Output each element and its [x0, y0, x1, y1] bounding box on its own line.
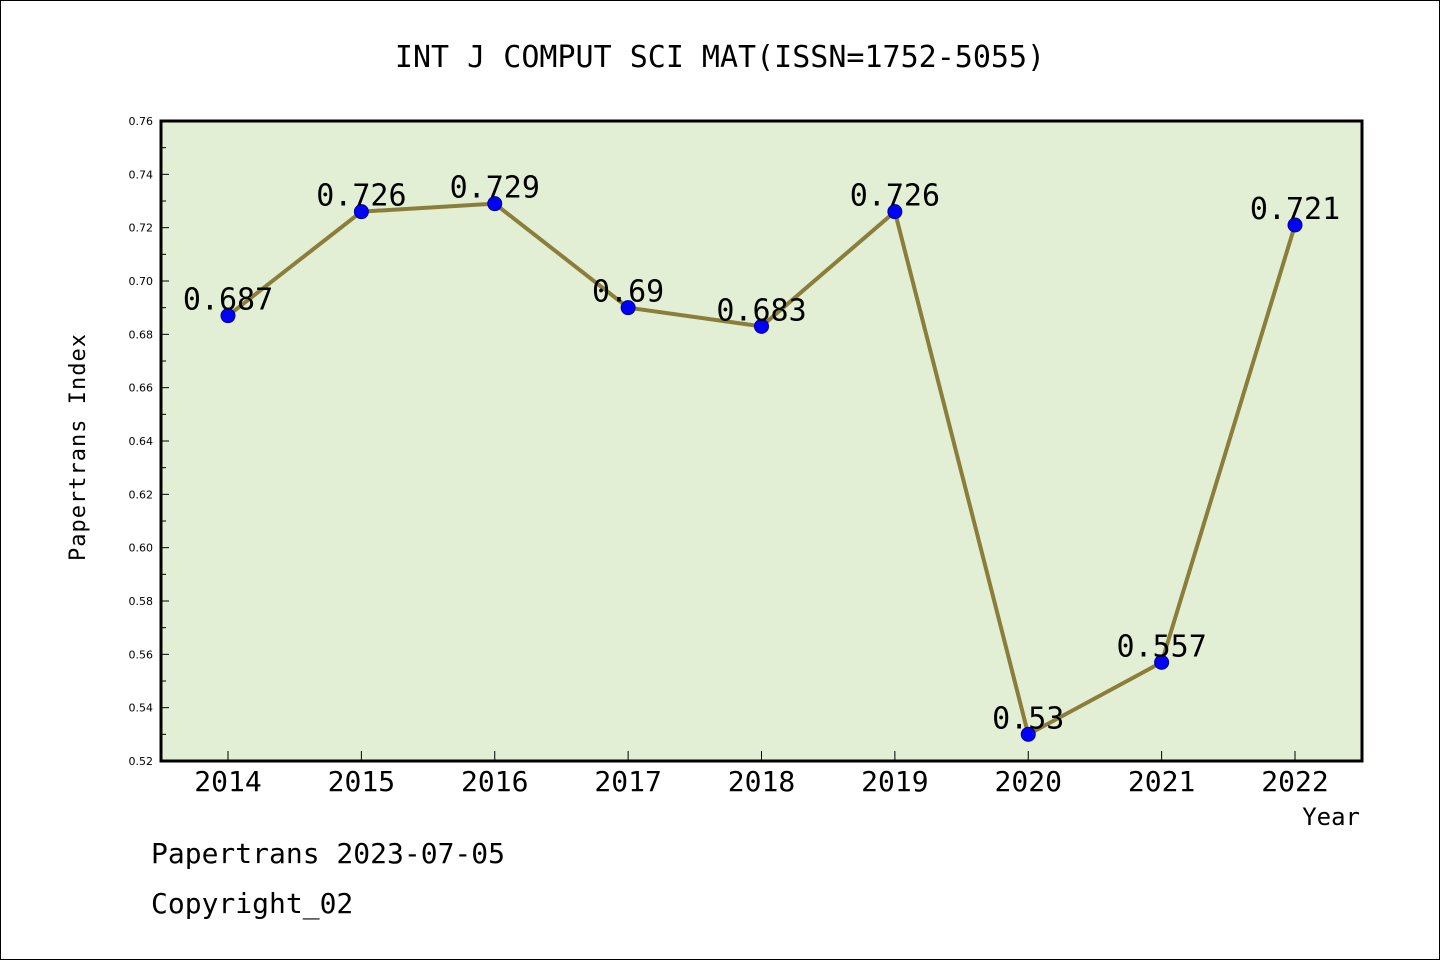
- data-point: [754, 318, 769, 334]
- data-point: [1287, 217, 1303, 233]
- data-label: 0.726: [850, 179, 940, 214]
- y-tick-label: 0.56: [129, 648, 154, 661]
- y-tick-label: 0.66: [129, 382, 154, 395]
- y-tick-label: 0.76: [129, 115, 154, 128]
- data-label: 0.721: [1250, 192, 1340, 227]
- x-tick-label: 2015: [328, 765, 395, 798]
- data-point: [1020, 726, 1036, 742]
- y-tick-label: 0.70: [129, 275, 154, 288]
- chart-title: INT J COMPUT SCI MAT(ISSN=1752-5055): [395, 40, 1045, 75]
- data-point: [487, 196, 503, 212]
- y-tick-label: 0.60: [129, 542, 154, 555]
- data-label: 0.729: [450, 171, 540, 206]
- plot-area: [159, 119, 1364, 763]
- data-label: 0.557: [1116, 629, 1206, 664]
- data-label: 0.69: [592, 275, 664, 310]
- y-tick-label: 0.64: [129, 435, 154, 448]
- y-tick-label: 0.58: [129, 595, 154, 608]
- x-tick-label: 2018: [728, 765, 795, 798]
- y-tick-label: 0.52: [129, 755, 154, 768]
- data-point: [353, 204, 369, 220]
- data-label: 0.726: [316, 179, 406, 214]
- x-tick-label: 2017: [594, 765, 661, 798]
- y-tick-label: 0.68: [129, 328, 154, 341]
- y-axis-label: Papertrans Index: [66, 333, 91, 561]
- y-tick-label: 0.72: [129, 222, 154, 235]
- data-label: 0.687: [183, 283, 273, 318]
- data-point: [620, 300, 636, 316]
- x-tick-label: 2014: [194, 765, 261, 798]
- footer-date: Papertrans 2023-07-05: [151, 837, 506, 870]
- data-point: [1154, 654, 1170, 670]
- x-axis: 2014 2015 2016 2017 2018 2019 2020 2021 2022: [194, 751, 1329, 798]
- x-tick-label: 2019: [861, 765, 928, 798]
- y-tick-label: 0.62: [129, 488, 154, 501]
- x-tick-label: 2021: [1128, 765, 1195, 798]
- data-point: [220, 308, 236, 324]
- series-group: [220, 196, 1303, 742]
- y-tick-label: 0.74: [129, 168, 154, 181]
- x-axis-label: Year: [1302, 803, 1360, 831]
- y-axis: 0.52 0.54 0.56 0.58 0.60 0.62 0.64 0.66 0.68 0.70…: [129, 115, 169, 768]
- data-label: 0.683: [716, 293, 806, 328]
- y-tick-label: 0.54: [129, 702, 154, 715]
- x-tick-label: 2016: [461, 765, 528, 798]
- footer-copyright: Copyright_02: [151, 887, 354, 920]
- data-point: [887, 204, 903, 220]
- x-tick-label: 2022: [1261, 765, 1328, 798]
- data-labels: 0.687 0.726 0.729 0.69 0.683 0.726 0.53 0.557 0.…: [183, 171, 1340, 737]
- data-label: 0.53: [992, 701, 1064, 736]
- x-tick-label: 2020: [995, 765, 1062, 798]
